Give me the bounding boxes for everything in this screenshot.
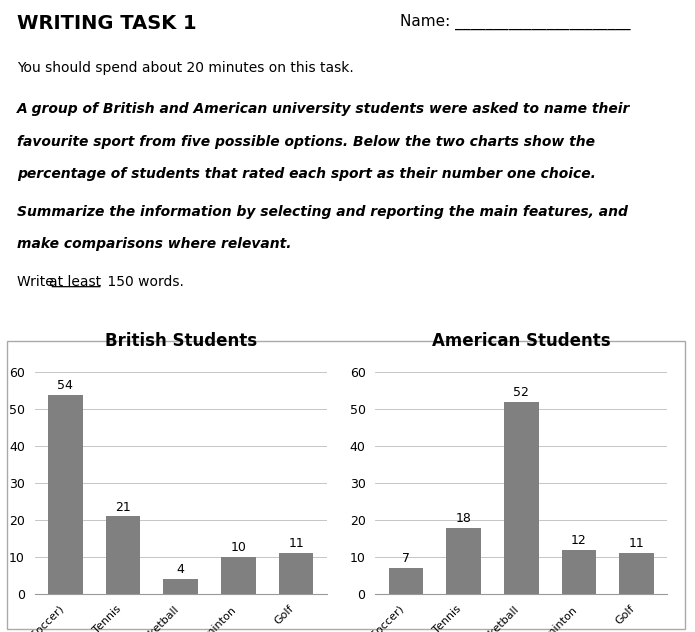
Text: 150 words.: 150 words.	[103, 275, 183, 289]
Text: 4: 4	[177, 563, 185, 576]
Text: 21: 21	[115, 501, 131, 514]
Text: WRITING TASK 1: WRITING TASK 1	[17, 14, 197, 33]
Text: 12: 12	[571, 534, 587, 547]
Text: percentage of students that rated each sport as their number one choice.: percentage of students that rated each s…	[17, 167, 596, 181]
Bar	[106, 516, 140, 594]
Text: make comparisons where relevant.: make comparisons where relevant.	[17, 237, 292, 251]
Bar	[48, 394, 83, 594]
Text: 18: 18	[456, 512, 471, 525]
Title: British Students: British Students	[105, 332, 256, 349]
Title: American Students: American Students	[432, 332, 611, 349]
Text: Write: Write	[17, 275, 58, 289]
Text: at least: at least	[49, 275, 101, 289]
Text: 52: 52	[514, 386, 529, 399]
Text: 7: 7	[402, 552, 410, 565]
Text: 11: 11	[288, 537, 304, 550]
Bar	[504, 402, 539, 594]
Bar	[619, 554, 654, 594]
Bar	[221, 557, 256, 594]
Text: 54: 54	[58, 379, 73, 392]
Text: 10: 10	[231, 541, 246, 554]
Text: Name: _______________________: Name: _______________________	[400, 14, 630, 30]
Bar	[389, 568, 423, 594]
Bar	[279, 554, 313, 594]
Bar	[163, 580, 198, 594]
Bar	[562, 550, 596, 594]
Text: Summarize the information by selecting and reporting the main features, and: Summarize the information by selecting a…	[17, 205, 628, 219]
Text: 11: 11	[629, 537, 644, 550]
Text: A group of British and American university students were asked to name their: A group of British and American universi…	[17, 102, 631, 116]
Text: favourite sport from five possible options. Below the two charts show the: favourite sport from five possible optio…	[17, 135, 596, 149]
Text: You should spend about 20 minutes on this task.: You should spend about 20 minutes on thi…	[17, 61, 354, 75]
Bar	[446, 528, 481, 594]
